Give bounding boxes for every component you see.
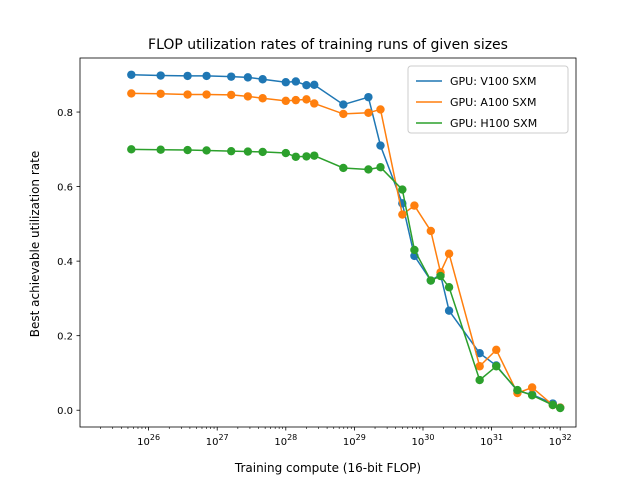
series-3-point xyxy=(281,148,290,158)
legend-box xyxy=(407,65,569,134)
series-3-point xyxy=(156,145,165,154)
x-tick-label: 1026 xyxy=(137,433,160,448)
series-1-point xyxy=(364,92,373,102)
series-2-point xyxy=(227,90,236,100)
series-2-point xyxy=(339,109,348,119)
series-2-point xyxy=(156,89,165,98)
series-2-point xyxy=(410,201,419,210)
series-3-point xyxy=(436,271,445,281)
series-1-point xyxy=(183,71,192,81)
x-tick-label: 1028 xyxy=(274,433,297,448)
y-axis-label: Best achievable utilization rate xyxy=(28,151,42,337)
series-1-point xyxy=(281,78,290,87)
series-2-point xyxy=(258,94,267,103)
x-axis-ticks: 1026 1027 1028 1029 1030 1031 1032 xyxy=(100,427,572,448)
legend-label: GPU: H100 SXM xyxy=(450,117,537,130)
series-1-point xyxy=(291,77,301,86)
x-tick-label: 1027 xyxy=(206,433,229,448)
series-2-point xyxy=(398,210,407,219)
series-2-point xyxy=(202,90,211,99)
x-axis-label: Training compute (16-bit FLOP) xyxy=(234,461,421,475)
series-1-point xyxy=(127,70,136,79)
x-tick-label: 1031 xyxy=(480,433,503,448)
series-3-point xyxy=(202,146,211,155)
series-2-point xyxy=(243,92,253,101)
series-3-point xyxy=(302,152,311,161)
series-2-point xyxy=(364,108,373,117)
series-2-point xyxy=(281,96,290,106)
series-3-point xyxy=(183,145,192,155)
series-1-point xyxy=(339,100,348,109)
series-1-point xyxy=(302,81,311,90)
plot-frame xyxy=(79,57,577,428)
x-tick-label: 1029 xyxy=(343,433,366,448)
series-1-point xyxy=(310,80,319,90)
series-2-point xyxy=(310,99,319,108)
series-3-point xyxy=(513,385,522,395)
series-2-point xyxy=(127,89,136,98)
series-2-point xyxy=(475,362,484,371)
y-tick-label: 0.6 xyxy=(57,183,73,194)
series-1-point xyxy=(258,75,267,84)
legend-label: GPU: V100 SXM xyxy=(450,75,536,88)
series-3-point xyxy=(258,147,267,157)
chart-title: FLOP utilization rates of training runs … xyxy=(148,37,508,53)
legend: GPU: V100 SXM GPU: A100 SXM GPU: H100 SXM xyxy=(407,65,569,134)
series-2-point xyxy=(376,105,385,114)
y-tick-label: 0.2 xyxy=(57,332,73,343)
x-tick-label: 1030 xyxy=(412,433,435,448)
series-3-point xyxy=(548,400,557,410)
series-3-point xyxy=(555,403,565,413)
y-axis-ticks: 0.0 0.2 0.4 0.6 0.8 xyxy=(57,108,80,417)
series-2-point xyxy=(426,226,436,236)
y-tick-label: 0.4 xyxy=(57,257,73,268)
series-3-point xyxy=(227,146,236,156)
series-2-point xyxy=(302,95,311,104)
series-1-point xyxy=(444,306,454,315)
series-3-point xyxy=(475,375,484,385)
x-tick-label: 1032 xyxy=(549,433,572,448)
series-1-point xyxy=(156,71,165,80)
series-3-point xyxy=(243,147,253,156)
series-3-point xyxy=(291,152,301,161)
series-3-point xyxy=(310,151,319,160)
series-2-point xyxy=(444,249,454,258)
series-1-point xyxy=(227,72,236,81)
series-3-point xyxy=(127,145,136,154)
series-3-point xyxy=(339,163,348,173)
series-2-point xyxy=(183,90,192,99)
series-3-point xyxy=(376,163,385,172)
series-1-point xyxy=(376,141,385,150)
series-3-point xyxy=(410,245,419,255)
series-2-point xyxy=(291,95,301,105)
legend-label: GPU: A100 SXM xyxy=(450,96,536,109)
y-tick-label: 0.8 xyxy=(57,108,73,119)
series-3-point xyxy=(527,391,537,400)
series-2-point xyxy=(527,383,537,392)
series-1-point xyxy=(475,349,484,358)
series-3-point xyxy=(426,276,436,285)
series-1-point xyxy=(202,71,211,81)
y-tick-label: 0.0 xyxy=(57,406,73,417)
series-3-point xyxy=(364,165,373,174)
series-3-point xyxy=(492,362,501,371)
series-3-point xyxy=(444,283,454,292)
series-1-point xyxy=(243,73,253,82)
series-layer xyxy=(127,70,565,413)
series-2-point xyxy=(492,345,501,355)
series-3-point xyxy=(398,185,407,194)
